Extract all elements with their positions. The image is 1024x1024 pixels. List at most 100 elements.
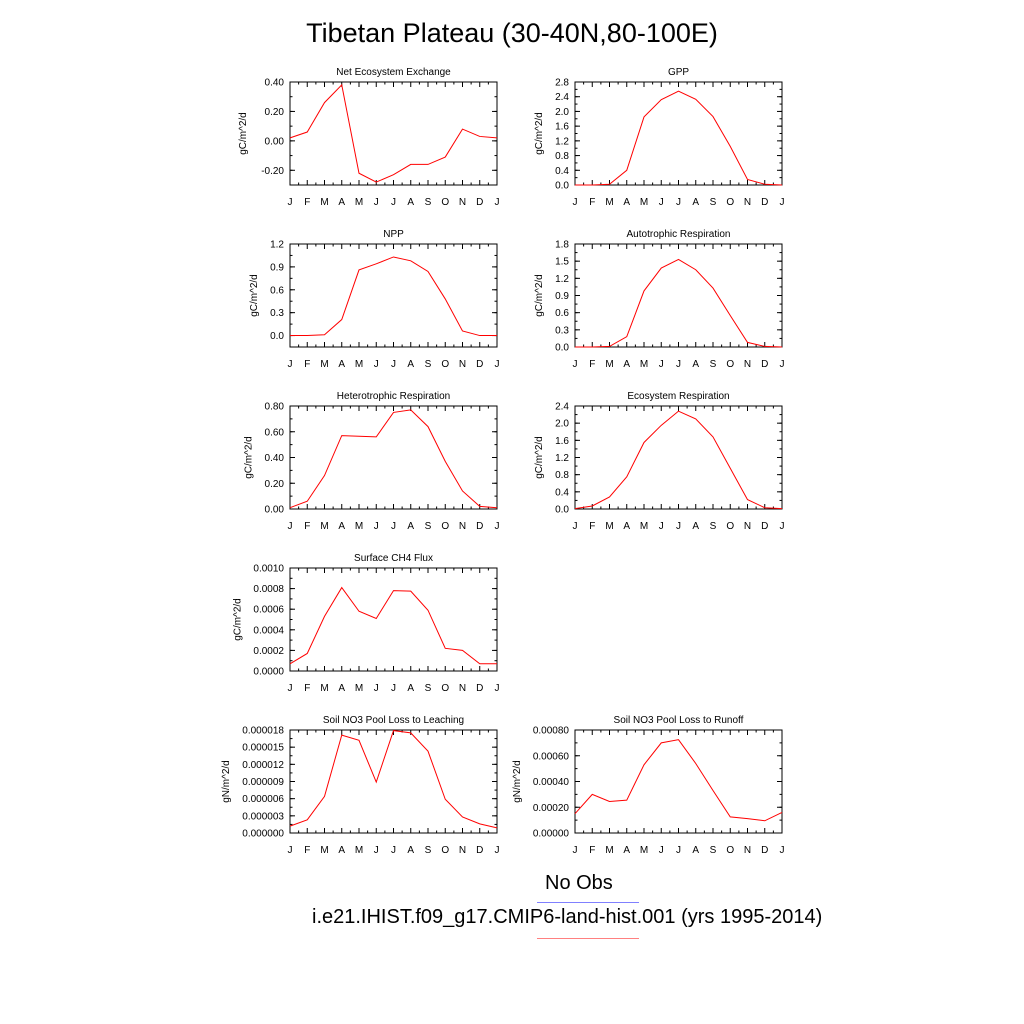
x-tick-label: N xyxy=(744,845,751,856)
legend-model-line xyxy=(537,938,639,939)
x-tick-label: M xyxy=(640,845,648,856)
y-tick-label: 0.0006 xyxy=(253,605,284,616)
y-tick-label: 0.40 xyxy=(265,453,285,464)
x-tick-label: S xyxy=(710,359,717,370)
x-tick-label: J xyxy=(659,521,664,532)
x-tick-label: J xyxy=(573,197,578,208)
y-axis-label: gC/m^2/d xyxy=(534,112,545,155)
x-tick-label: J xyxy=(495,845,500,856)
panel-title: Autotrophic Respiration xyxy=(627,229,731,240)
y-tick-label: 0.6 xyxy=(555,308,569,319)
x-tick-label: A xyxy=(407,845,414,856)
y-tick-label: 0.000015 xyxy=(242,743,284,754)
x-tick-label: S xyxy=(425,359,432,370)
x-tick-label: S xyxy=(425,845,432,856)
x-tick-label: O xyxy=(441,683,449,694)
x-tick-label: J xyxy=(573,521,578,532)
x-tick-label: D xyxy=(476,845,483,856)
x-tick-label: M xyxy=(320,683,328,694)
x-tick-label: J xyxy=(573,845,578,856)
x-tick-label: N xyxy=(459,197,466,208)
y-tick-label: 1.8 xyxy=(555,240,569,251)
x-tick-label: M xyxy=(355,845,363,856)
y-tick-label: 0.000012 xyxy=(242,760,284,771)
panel-7: J F M A M J J A S O N D J0.00100.00080.00060.00040.0… xyxy=(232,553,499,694)
x-tick-label: F xyxy=(304,521,310,532)
x-tick-label: A xyxy=(623,845,630,856)
x-tick-label: A xyxy=(623,359,630,370)
y-tick-label: 0.00060 xyxy=(533,751,570,762)
x-tick-label: O xyxy=(441,359,449,370)
y-tick-label: 2.0 xyxy=(555,419,569,430)
x-tick-label: D xyxy=(761,359,768,370)
x-tick-label: D xyxy=(476,197,483,208)
y-tick-label: 1.5 xyxy=(555,257,569,268)
series-line xyxy=(289,730,498,829)
y-axis-label: gC/m^2/d xyxy=(244,436,255,479)
y-axis-label: gC/m^2/d xyxy=(534,274,545,317)
y-tick-label: 0.0 xyxy=(555,181,569,192)
y-tick-label: 0.40 xyxy=(265,78,285,89)
x-tick-label: A xyxy=(338,521,345,532)
x-tick-label: S xyxy=(425,197,432,208)
y-tick-label: 1.2 xyxy=(555,274,569,285)
x-tick-label: F xyxy=(304,683,310,694)
x-tick-label: O xyxy=(726,197,734,208)
x-tick-label: J xyxy=(780,359,785,370)
x-tick-label: M xyxy=(355,521,363,532)
y-tick-label: 1.2 xyxy=(555,136,569,147)
y-tick-label: 2.4 xyxy=(555,92,569,103)
x-tick-label: J xyxy=(676,197,681,208)
panel-4: J F M A M J J A S O N D J1.81.51.20.90.60.30.0Autotr… xyxy=(534,229,784,370)
x-tick-label: S xyxy=(710,521,717,532)
y-tick-label: 0.20 xyxy=(265,479,285,490)
x-tick-label: J xyxy=(288,521,293,532)
figure-title: Tibetan Plateau (30-40N,80-100E) xyxy=(306,18,718,48)
series-line xyxy=(574,739,783,822)
y-tick-label: 1.6 xyxy=(555,122,569,133)
x-tick-label: J xyxy=(659,197,664,208)
x-tick-label: S xyxy=(710,845,717,856)
panel-title: Surface CH4 Flux xyxy=(354,553,433,564)
y-tick-label: 0.00000 xyxy=(533,829,570,840)
series-line xyxy=(575,90,783,186)
x-tick-label: J xyxy=(495,359,500,370)
y-tick-label: 0.000009 xyxy=(242,777,284,788)
y-tick-label: 0.00040 xyxy=(533,777,570,788)
x-tick-label: M xyxy=(355,683,363,694)
y-tick-label: 0.9 xyxy=(270,262,284,273)
series-line xyxy=(289,586,497,665)
x-tick-label: N xyxy=(459,359,466,370)
y-tick-label: 1.6 xyxy=(555,436,569,447)
x-tick-label: S xyxy=(425,683,432,694)
y-tick-label: 1.2 xyxy=(270,240,284,251)
x-tick-label: D xyxy=(761,845,768,856)
x-tick-label: O xyxy=(726,521,734,532)
x-tick-label: M xyxy=(320,197,328,208)
y-tick-label: 0.000006 xyxy=(242,794,284,805)
plot-frame xyxy=(289,81,498,186)
x-tick-label: J xyxy=(495,683,500,694)
x-tick-label: A xyxy=(692,845,699,856)
legend-model-label: i.e21.IHIST.f09_g17.CMIP6-land-hist.001 … xyxy=(312,906,823,928)
x-tick-label: J xyxy=(374,521,379,532)
panel-title: GPP xyxy=(668,67,689,78)
x-tick-label: N xyxy=(459,845,466,856)
x-tick-label: J xyxy=(288,359,293,370)
plot-frame xyxy=(289,729,498,834)
y-tick-label: 0.0008 xyxy=(253,584,284,595)
x-tick-label: A xyxy=(692,197,699,208)
y-tick-label: 0.0 xyxy=(270,331,284,342)
panel-2: J F M A M J J A S O N D J2.82.42.01.61.20.80.40.0GPP… xyxy=(534,67,784,208)
x-tick-label: M xyxy=(640,197,648,208)
x-tick-label: N xyxy=(744,521,751,532)
x-tick-label: A xyxy=(338,683,345,694)
series-line xyxy=(289,83,498,183)
x-tick-label: A xyxy=(338,197,345,208)
x-tick-label: A xyxy=(338,359,345,370)
x-tick-label: N xyxy=(744,197,751,208)
x-tick-label: J xyxy=(374,845,379,856)
x-tick-label: M xyxy=(320,845,328,856)
plot-frame xyxy=(574,729,783,834)
